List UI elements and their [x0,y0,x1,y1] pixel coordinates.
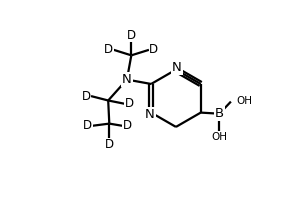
Text: N: N [172,61,182,74]
Text: N: N [145,108,155,121]
Text: D: D [127,29,136,41]
Text: D: D [82,90,91,103]
Text: D: D [104,43,113,56]
Text: D: D [125,97,134,110]
Text: OH: OH [237,96,253,106]
Text: N: N [122,73,132,86]
Text: D: D [83,119,92,132]
Text: D: D [123,119,132,132]
Text: D: D [105,138,114,151]
Text: D: D [149,43,158,56]
Text: OH: OH [211,132,228,142]
Text: B: B [215,107,224,120]
